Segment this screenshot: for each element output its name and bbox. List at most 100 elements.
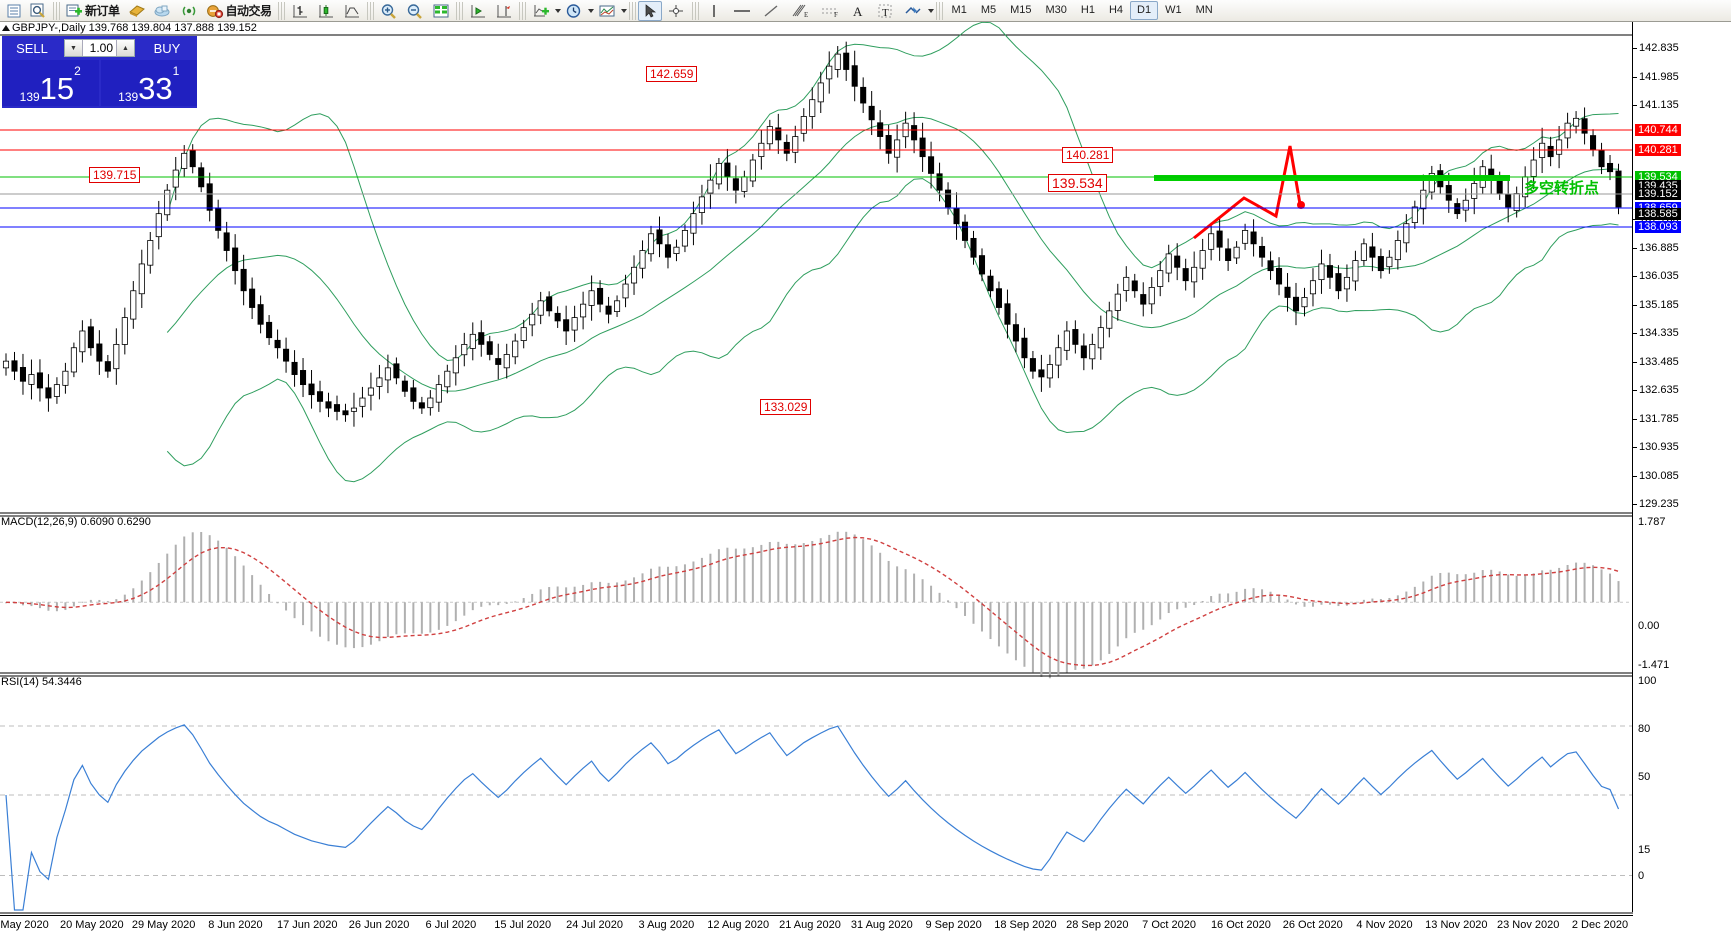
timeframe-m5[interactable]: M5 <box>980 4 997 16</box>
macd-histogram-bar <box>1490 569 1493 603</box>
macd-pane <box>0 515 1633 674</box>
candlestick <box>911 112 918 154</box>
candlestick <box>308 370 315 409</box>
trend-line-icon[interactable] <box>757 1 785 21</box>
candlestick <box>1038 354 1045 392</box>
macd-histogram-bar <box>1082 602 1085 669</box>
data-window-icon[interactable] <box>26 1 51 21</box>
bar-chart-icon[interactable] <box>287 1 313 21</box>
chart-title-text: GBPJPY-,Daily 139.768 139.804 137.888 13… <box>12 22 257 34</box>
text-label-icon[interactable]: T <box>871 1 899 21</box>
timeframe-m30[interactable]: M30 <box>1045 4 1067 16</box>
candlestick <box>1114 283 1121 321</box>
macd-histogram-bar <box>38 602 41 609</box>
horizontal-line-icon[interactable] <box>727 1 757 21</box>
price-level-badge[interactable]: 139.152 <box>1635 188 1681 200</box>
price-level-badge[interactable]: 140.281 <box>1635 144 1681 156</box>
candlestick <box>1046 354 1053 388</box>
macd-histogram-bar <box>1464 574 1467 603</box>
indicators-icon[interactable] <box>528 1 554 21</box>
macd-histogram-bar <box>556 586 559 603</box>
templates-dropdown-caret[interactable] <box>620 8 627 13</box>
fibonacci-icon[interactable]: E <box>785 1 815 21</box>
chart-shift-icon[interactable] <box>465 1 491 21</box>
candlestick <box>215 199 222 239</box>
macd-histogram-bar <box>641 573 644 603</box>
text-tool-icon[interactable]: A <box>845 1 871 21</box>
sell-price[interactable]: 139 15 2 <box>2 60 99 106</box>
timeframe-m15[interactable]: M15 <box>1010 4 1032 16</box>
macd-histogram-bar <box>403 602 406 634</box>
volume-increment-button[interactable]: ▲ <box>116 40 134 56</box>
macd-histogram-bar <box>1252 588 1255 603</box>
cursor-icon[interactable] <box>637 0 662 21</box>
period-dropdown-caret[interactable] <box>587 8 594 13</box>
candlestick <box>410 379 417 410</box>
chart-properties-icon[interactable] <box>428 1 454 21</box>
candlestick <box>919 122 926 172</box>
timeframe-d1[interactable]: D1 <box>1130 1 1159 20</box>
price-level-badge[interactable]: 138.585 <box>1635 208 1681 220</box>
autoscroll-icon[interactable] <box>491 1 517 21</box>
crosshair-icon[interactable] <box>662 1 690 21</box>
price-axis-labels[interactable]: 142.835141.985141.135137.735136.885136.0… <box>1633 22 1731 913</box>
timeframe-h4[interactable]: H4 <box>1108 4 1124 16</box>
timeframe-mn[interactable]: MN <box>1195 4 1213 16</box>
metaeditor-icon[interactable] <box>124 1 150 21</box>
equidistant-channel-icon[interactable]: F <box>815 1 845 21</box>
candlestick <box>529 302 536 337</box>
macd-histogram-bar <box>463 602 466 616</box>
price-annotation-tag[interactable]: 133.029 <box>760 399 812 415</box>
candlestick <box>45 374 52 412</box>
macd-histogram-bar <box>310 602 313 632</box>
timeframe-h1[interactable]: H1 <box>1080 4 1095 16</box>
zoom-in-icon[interactable] <box>376 1 402 21</box>
macd-histogram-bar <box>862 539 865 603</box>
timeframe-m1[interactable]: M1 <box>951 4 967 16</box>
zoom-out-icon[interactable] <box>402 1 428 21</box>
price-annotation-tag[interactable]: 142.659 <box>646 66 698 82</box>
price-tick-label: 136.885 <box>1639 241 1679 254</box>
chart-canvas[interactable] <box>0 22 1731 935</box>
chart-arrow-icon <box>2 25 10 31</box>
new-order-button[interactable]: 新订单 <box>62 1 124 21</box>
vertical-line-icon[interactable] <box>701 1 727 21</box>
market-watch-icon[interactable] <box>2 1 26 21</box>
buy-price[interactable]: 139 33 1 <box>100 60 197 106</box>
rsi-tick-label: 0 <box>1638 870 1645 882</box>
period-clock-icon[interactable] <box>561 1 587 21</box>
price-level-badge[interactable]: 138.093 <box>1635 221 1681 233</box>
objects-list-icon[interactable] <box>899 1 927 21</box>
bollinger-bands <box>166 22 1619 483</box>
candlestick <box>817 71 824 114</box>
bollinger-middle-band <box>166 116 1619 392</box>
date-tick-label: 20 May 2020 <box>60 919 124 931</box>
price-annotation-tag[interactable]: 140.281 <box>1062 147 1114 163</box>
price-tick-mark <box>1633 304 1637 306</box>
macd-histogram-bar <box>1575 562 1578 603</box>
macd-histogram-bar <box>302 602 305 626</box>
volume-input[interactable]: 1.00 <box>89 41 113 55</box>
macd-histogram-bar <box>811 540 814 603</box>
objects-dropdown-caret[interactable] <box>927 8 934 13</box>
indicators-dropdown-caret[interactable] <box>554 8 561 13</box>
price-tick-label: 136.035 <box>1639 270 1679 283</box>
price-level-badge[interactable]: 140.744 <box>1635 124 1681 136</box>
date-tick-label: 3 Aug 2020 <box>638 919 695 931</box>
macd-histogram-bar <box>1125 602 1128 639</box>
templates-icon[interactable] <box>594 1 620 21</box>
timeframe-w1[interactable]: W1 <box>1165 4 1182 16</box>
candlestick <box>622 274 629 308</box>
buy-button[interactable]: BUY <box>153 40 181 56</box>
signals-icon[interactable] <box>176 1 202 21</box>
price-annotation-tag[interactable]: 139.534 <box>1048 174 1107 192</box>
sell-button[interactable]: SELL <box>16 40 48 56</box>
one-click-trading-panel[interactable]: SELL ▼ 1.00 ▲ BUY 139 15 2 139 33 1 <box>2 36 197 108</box>
line-chart-icon[interactable] <box>339 1 365 21</box>
macd-histogram-bar <box>1099 602 1102 661</box>
price-annotation-tag[interactable]: 139.715 <box>89 167 141 183</box>
autotrading-button[interactable]: 自动交易 <box>202 1 276 21</box>
volume-decrement-button[interactable]: ▼ <box>65 40 83 56</box>
candlestick-icon[interactable] <box>313 1 339 21</box>
cloud-icon[interactable] <box>150 1 176 21</box>
